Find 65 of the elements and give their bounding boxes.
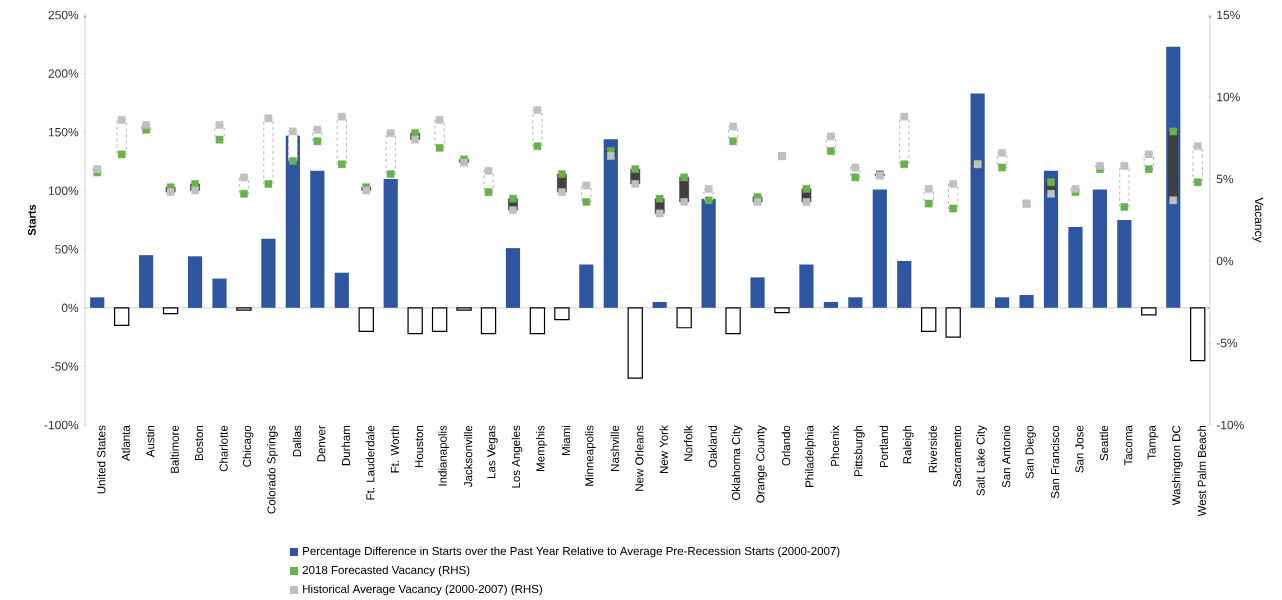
x-tick-label: San Francisco [1050,425,1060,499]
x-tick-label: Raleigh [902,425,914,464]
x-tick-label: Orlando [781,425,791,466]
legend-label: Historical Average Vacancy (2000-2007) (RHS) [303,584,542,596]
x-tick-label: Portland [879,425,889,468]
x-tick-label: Minneapolis [584,425,596,486]
y2-tick-label: 15% [1217,10,1240,20]
x-tick-label: San Diego [1025,425,1036,479]
y-tick-label: 150% [48,127,79,137]
y-tick-label: -50% [51,362,79,371]
x-tick-label: Atlanta [121,425,130,461]
x-tick-label: Tampa [1147,425,1158,460]
x-tick-label: Houston [415,425,424,468]
x-tick-label: Seattle [1099,425,1109,461]
x-tick-label: Philadelphia [805,425,816,487]
x-tick-label: Boston [195,425,204,461]
x-tick-label: Sacramento [953,425,962,487]
x-tick-label: Memphis [536,425,547,471]
y-tick-label: 250% [48,10,79,20]
x-tick-label: Dallas [292,425,302,457]
legend-label: Percentage Difference in Starts over the Past Year Relative to Average Pre-Recession Starts (2000-2007) [303,546,840,558]
x-tick-label: Charlotte [219,425,228,472]
x-tick-label: Riverside [928,425,937,473]
x-tick-label: Tacoma [1124,425,1133,466]
x-tick-label: Baltimore [170,425,179,473]
x-tick-label: New Orleans [635,425,644,491]
x-tick-label: Los Angeles [511,425,523,488]
y-axis-title: Starts [27,204,36,236]
y2-tick-label: -10% [1216,420,1244,430]
y2-tick-label: 0% [1216,256,1234,266]
x-tick-label: Washington DC [1171,425,1183,506]
x-tick-label: United States [97,425,106,494]
x-tick-label: Oklahoma City [731,425,743,501]
y2-tick-label: 5% [1216,174,1234,184]
x-tick-label: West Palm Beach [1197,425,1206,517]
x-tick-label: Denver [317,425,326,462]
x-tick-label: Durham [341,425,350,466]
y-tick-label: 200% [48,69,79,78]
x-tick-label: Indianapolis [438,425,449,486]
x-tick-label: San Antonio [1001,425,1011,488]
x-tick-label: Miami [561,425,571,455]
y2-tick-label: -5% [1216,338,1238,348]
x-tick-label: Jacksonville [463,425,473,488]
x-tick-label: Phoenix [830,425,840,466]
y-tick-label: 50% [55,245,79,254]
x-tick-label: Pittsburgh [853,425,865,477]
x-tick-label: Chicago [242,425,254,467]
x-tick-label: Oakland [708,425,717,468]
y2-axis-title: Vacancy [1252,197,1264,243]
x-tick-label: Salt Lake City [976,425,987,496]
x-tick-label: Ft. Worth [390,425,399,473]
legend-label: 2018 Forecasted Vacancy (RHS) [302,565,470,577]
x-tick-label: Colorado Springs [267,425,278,514]
x-tick-label: New York [659,425,668,474]
x-tick-label: Norfolk [683,425,693,461]
x-tick-label: Nashville [610,425,620,471]
x-tick-label: Las Vegas [487,425,498,478]
y-tick-label: 100% [48,186,79,195]
y-tick-label: -100% [44,420,79,430]
x-tick-label: Ft. Lauderdale [366,425,375,500]
x-tick-label: Orange County [756,425,767,503]
x-tick-label: Austin [145,425,155,458]
y-tick-label: 0% [61,303,79,313]
x-tick-label: San Jose [1075,425,1084,473]
y2-tick-label: 10% [1217,92,1240,102]
